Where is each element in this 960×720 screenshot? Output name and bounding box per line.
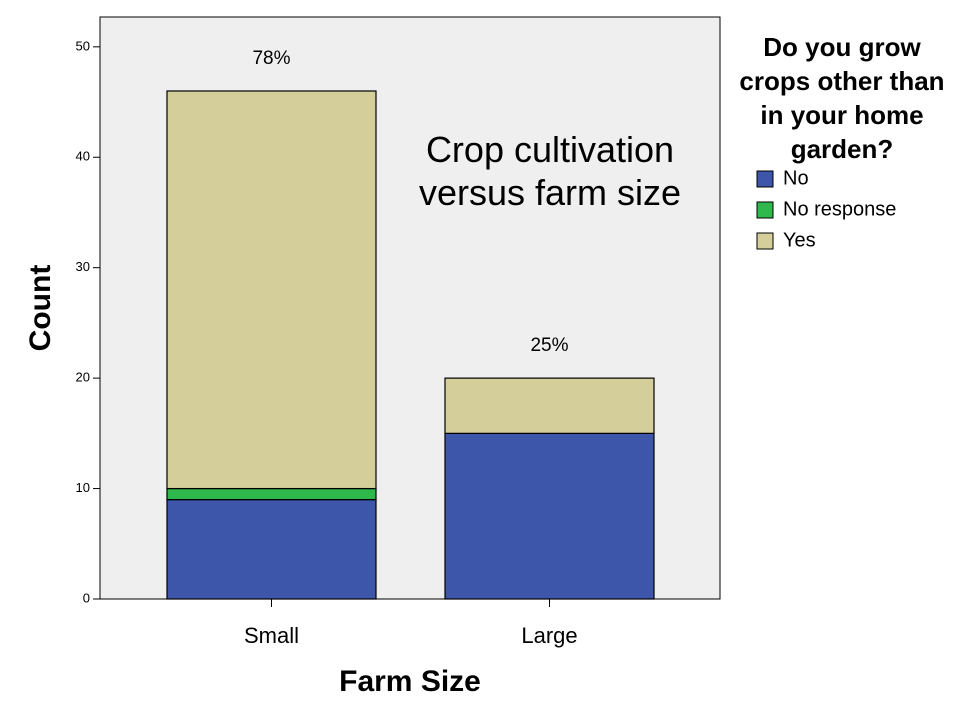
legend-label: Yes — [783, 229, 816, 251]
y-tick-label: 50 — [76, 38, 90, 53]
y-axis-title: Count — [24, 265, 57, 352]
y-tick-label: 20 — [76, 370, 90, 385]
y-tick-label: 10 — [76, 480, 90, 495]
legend-label: No — [783, 167, 809, 189]
bar-annotation: 25% — [530, 335, 568, 356]
legend-title: Do you grow crops other than in your hom… — [739, 32, 945, 164]
y-tick-label: 30 — [76, 259, 90, 274]
bar-segment — [444, 377, 655, 434]
bar-segment — [166, 487, 377, 501]
chart-title: Crop cultivation versus farm size — [418, 129, 682, 213]
x-axis-title: Farm Size — [339, 665, 481, 698]
bar-segment — [166, 90, 377, 490]
legend-label: No response — [783, 198, 896, 220]
bar-segment — [166, 499, 377, 600]
legend-swatch — [756, 170, 774, 188]
y-tick-label: 40 — [76, 149, 90, 164]
bar-annotation: 78% — [252, 48, 290, 69]
y-tick-label: 0 — [83, 590, 90, 605]
x-tick-label: Small — [244, 623, 299, 648]
x-tick-label: Large — [521, 623, 577, 648]
bar-segment — [444, 432, 655, 600]
legend-swatch — [756, 201, 774, 219]
legend-swatch — [756, 232, 774, 250]
